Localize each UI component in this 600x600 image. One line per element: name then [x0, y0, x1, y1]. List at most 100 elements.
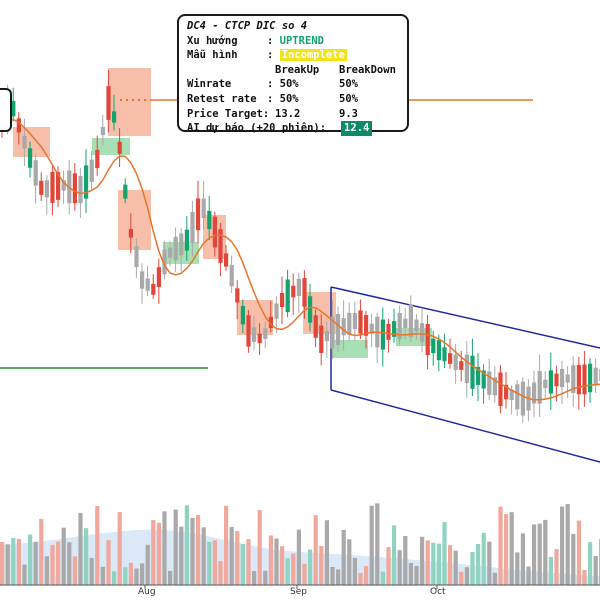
volume-bar [100, 566, 105, 585]
info-panel: DC4 - CTCP DIC so 4 Xu hướng : UPTREND M… [177, 14, 409, 136]
volume-bar [425, 540, 430, 585]
volume-bar [588, 542, 593, 585]
candle-body [33, 160, 38, 186]
candle-body [61, 180, 66, 191]
candle-body [252, 327, 257, 342]
volume-bar [123, 567, 128, 585]
target-row: Price Target: 13.2 9.3 [187, 107, 399, 122]
volume-bar [224, 505, 229, 585]
volume-bar [543, 519, 548, 585]
candle-body [280, 293, 285, 307]
volume-bar [117, 512, 122, 585]
candle-body [464, 354, 469, 384]
candle-body [313, 315, 318, 338]
candle-body [537, 371, 542, 404]
candle-body [448, 353, 453, 364]
volume-bar [347, 539, 352, 585]
volume-bar [89, 557, 94, 585]
candle-body [201, 198, 206, 219]
volume-bar [39, 518, 44, 585]
ai-row: AI dự báo (+20 phiên): 12.4 [187, 121, 399, 136]
candle-body [134, 246, 139, 268]
candle-body [352, 313, 357, 330]
volume-bar [296, 529, 301, 585]
breakdown-header: BreakDown [339, 63, 396, 76]
volume-bar [582, 569, 587, 585]
candle-body [240, 306, 245, 325]
candle-body [285, 279, 290, 313]
candle-body [112, 111, 117, 123]
breakup-header: BreakUp [275, 63, 320, 76]
candle-body [16, 118, 21, 133]
volume-bar [554, 549, 559, 585]
x-tick-label: Aug [138, 587, 156, 597]
volume-bar [537, 523, 542, 585]
ma-line [1, 118, 600, 401]
candle-body [190, 211, 195, 243]
volume-bar [408, 562, 413, 585]
candle-body [520, 381, 525, 416]
volume-bar [571, 533, 576, 585]
candle-body [576, 365, 581, 395]
target-label: Price Target: [187, 107, 270, 120]
candle-body [168, 247, 173, 258]
candle-body [554, 373, 559, 387]
candle-body [22, 135, 27, 149]
candle-body [156, 267, 161, 287]
volume-bar [252, 571, 257, 585]
volume-bar [403, 536, 408, 585]
trend-row: Xu hướng : UPTREND [187, 34, 399, 49]
volume-bar [509, 512, 514, 585]
candle-body [504, 384, 509, 400]
candle-body [358, 310, 363, 334]
volume-bar [464, 567, 469, 585]
candle-body [128, 229, 133, 238]
candle-body [341, 318, 346, 336]
candle-body [560, 368, 565, 388]
candle-body [470, 355, 475, 389]
volume-bar [380, 571, 385, 585]
candle-body [50, 171, 55, 203]
winrate-down: 50% [339, 78, 358, 91]
candle-body [246, 315, 251, 347]
retest-label: Retest rate [187, 92, 257, 105]
volume-bar [358, 572, 363, 585]
volume-bar [33, 541, 38, 585]
target-down: 9.3 [339, 107, 358, 120]
candle-body [582, 364, 587, 395]
candle-body [481, 370, 486, 389]
candle-body [235, 288, 240, 303]
highlight-zone [118, 190, 151, 250]
candle-body [145, 278, 150, 291]
volume-bar [145, 544, 150, 585]
retest-up: 50% [279, 92, 299, 105]
trend-sep: : [267, 34, 274, 47]
volume-bar [56, 541, 61, 585]
candle-body [173, 236, 178, 261]
pattern-value: Incomplete [279, 49, 347, 62]
volume-bar [268, 535, 273, 585]
volume-bar [492, 572, 497, 585]
volume-bar [352, 557, 357, 585]
volume-bars [0, 503, 600, 585]
candle-body [39, 180, 44, 195]
volume-bar [229, 526, 234, 585]
candle-body [179, 233, 184, 256]
volume-bar [44, 556, 49, 585]
candle-body [565, 374, 570, 383]
legend-fragment-box [0, 88, 12, 132]
retest-row: Retest rate : 50% 50% [187, 92, 399, 107]
volume-bar [173, 509, 178, 585]
volume-bar [308, 549, 313, 585]
candle-body [369, 323, 374, 334]
volume-bar [520, 533, 525, 585]
ai-label: AI dự báo (+20 phiên): [187, 122, 327, 135]
candle-body [330, 316, 335, 349]
volume-bar [576, 520, 581, 585]
volume-bar [470, 551, 475, 585]
column-headers: BreakUp BreakDown [187, 63, 399, 78]
candle-body [106, 86, 111, 120]
candle-body [397, 313, 402, 340]
winrate-row: Winrate : 50% 50% [187, 77, 399, 92]
